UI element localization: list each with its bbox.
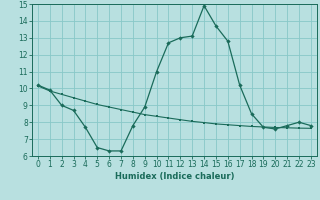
- X-axis label: Humidex (Indice chaleur): Humidex (Indice chaleur): [115, 172, 234, 181]
